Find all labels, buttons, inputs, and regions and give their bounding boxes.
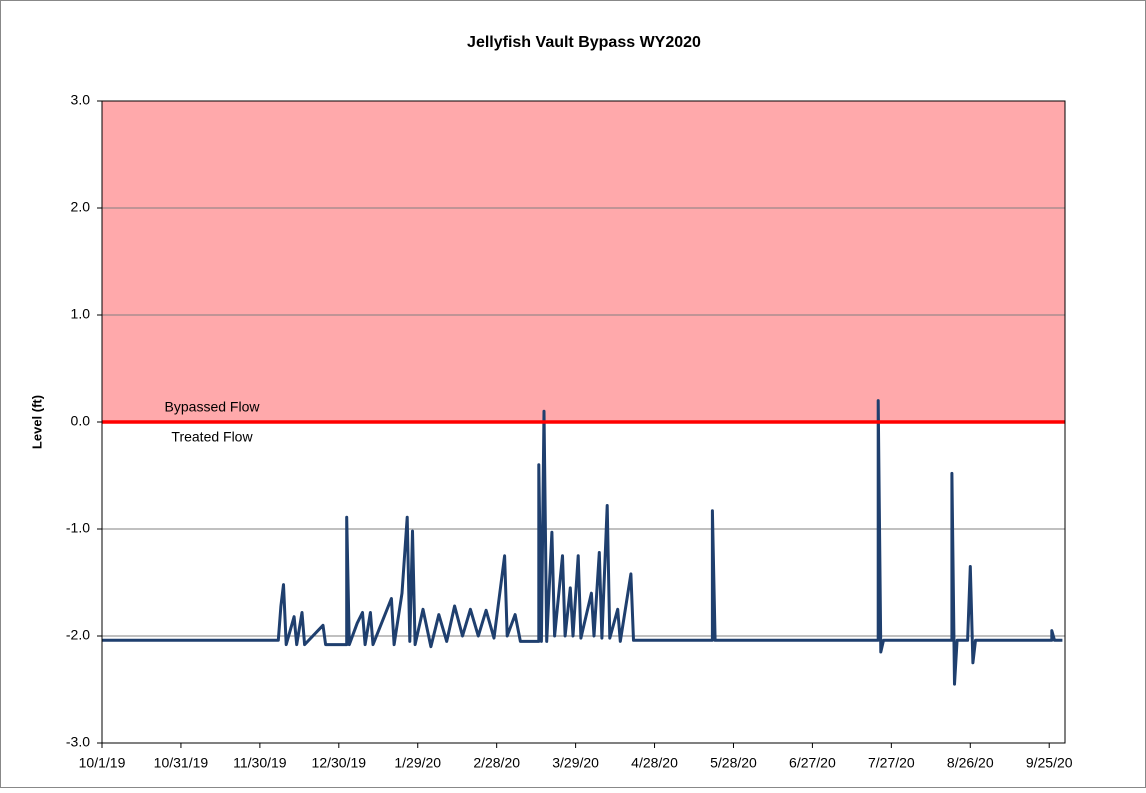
x-tick-label: 6/27/20 [789,755,836,771]
y-tick-label: -2.0 [66,627,90,643]
x-tick-label: 1/29/20 [394,755,441,771]
y-tick-label: 0.0 [71,413,91,429]
plot-area: -3.0 -2.0 -1.0 0.0 1.0 2.0 3.0 10/1/19 10/31/19 1… [66,92,1073,771]
x-tick-label: 5/28/20 [710,755,757,771]
x-tick-label: 4/28/20 [631,755,678,771]
x-tick-label: 2/28/20 [473,755,520,771]
data-line [102,399,1063,686]
y-tick-label: 3.0 [71,92,91,108]
x-tick-label: 12/30/19 [312,755,367,771]
annotation: Treated Flow [171,429,253,445]
y-tick-label: -3.0 [66,734,90,750]
y-tick-label: -1.0 [66,520,90,536]
y-axis-label: Level (ft) [29,395,44,449]
x-tick-label: 3/29/20 [552,755,599,771]
x-tick-label: 9/25/20 [1026,755,1073,771]
x-tick-label: 10/1/19 [79,755,126,771]
y-tick-label: 1.0 [71,306,91,322]
x-tick-label: 11/30/19 [233,755,287,771]
y-tick-label: 2.0 [71,199,91,215]
chart-title: Jellyfish Vault Bypass WY2020 [467,34,701,51]
x-tick-label: 7/27/20 [868,755,915,771]
x-tick-label: 10/31/19 [154,755,209,771]
annotation: Bypassed Flow [165,399,261,415]
plot-frame [101,100,1066,744]
x-tick-label: 8/26/20 [947,755,994,771]
bypass-region [102,101,1065,422]
